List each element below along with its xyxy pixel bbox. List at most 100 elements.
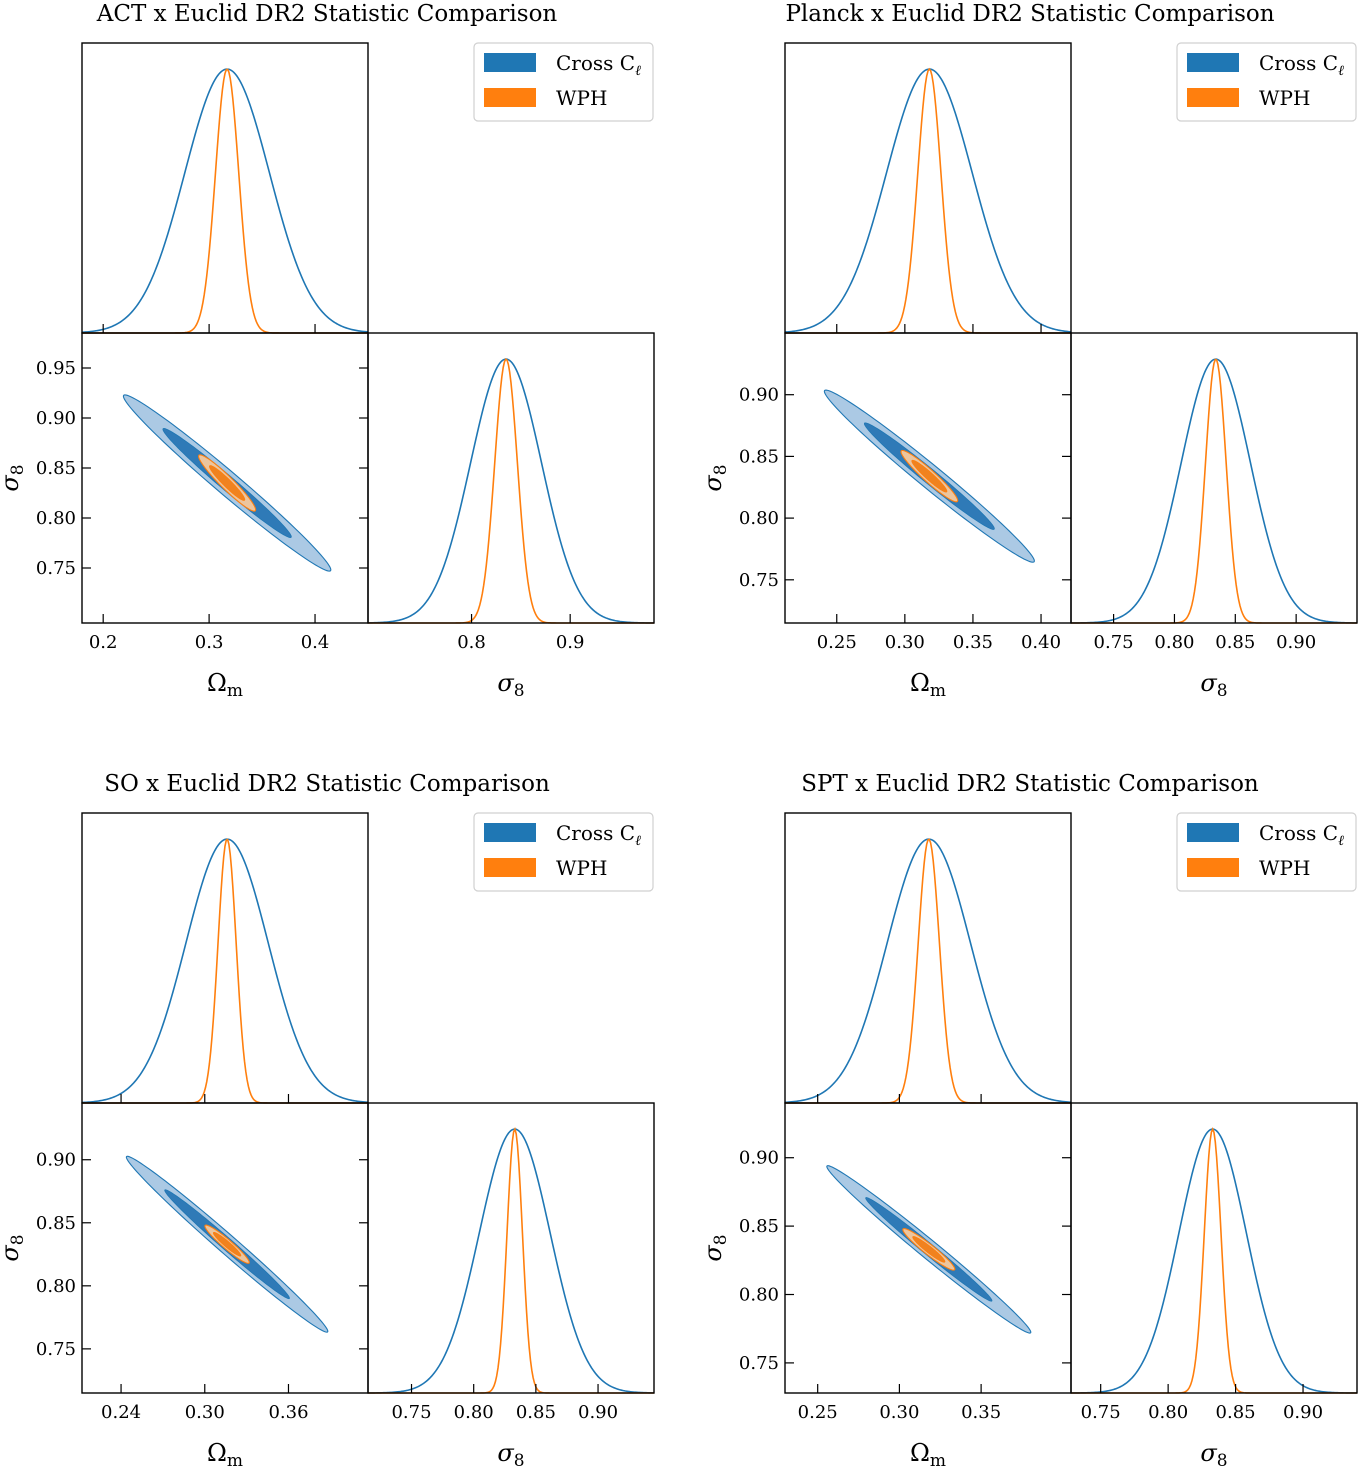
y-tick-label: 0.95 — [36, 358, 76, 379]
sigma8-marginal-frame — [367, 332, 655, 624]
x-tick-label: 0.8 — [457, 632, 486, 653]
omega-m-marginal-frame — [81, 42, 369, 334]
x-tick-label: 0.80 — [1148, 1402, 1188, 1423]
x-axis-label-subscript: 8 — [1217, 1451, 1228, 1468]
y-tick-label: 0.90 — [739, 1148, 779, 1169]
x-axis-label-subscript: 8 — [1217, 681, 1228, 701]
x-tick-label: 0.90 — [1276, 632, 1316, 653]
legend-label-wph: WPH — [1259, 856, 1310, 880]
triangle-plot: SPT x Euclid DR2 Statistic Comparison 0.2… — [699, 771, 1358, 1468]
y-tick-label: 0.90 — [36, 408, 76, 429]
y-axis-label-subscript: 8 — [8, 1234, 28, 1245]
omega-m-marginal-panel — [784, 42, 1072, 334]
legend-label-wph: WPH — [556, 856, 607, 880]
legend: Cross Cℓ WPH — [1176, 812, 1357, 892]
legend: Cross Cℓ WPH — [473, 812, 654, 892]
x-tick-label: 0.75 — [1081, 1402, 1121, 1423]
x-axis-label: Ωm — [207, 1439, 243, 1468]
contour-group — [823, 389, 1035, 563]
x-axis-label-subscript: m — [227, 681, 243, 701]
legend-label-cross-text: Cross C — [556, 51, 635, 75]
cross-cl-omega-marginal-line — [81, 838, 369, 1104]
legend-label-wph: WPH — [1259, 86, 1310, 110]
omega-m-marginal-frame — [784, 42, 1072, 334]
triangle-plot: ACT x Euclid DR2 Statistic Comparison 0.2… — [0, 1, 655, 701]
y-axis-label-symbol: σ — [0, 1245, 24, 1262]
x-tick-label: 0.90 — [1283, 1402, 1323, 1423]
legend-label-cross-subscript: ℓ — [635, 63, 641, 79]
y-tick-label: 0.80 — [36, 508, 76, 529]
x-axis-label-subscript: m — [227, 1451, 243, 1468]
x-axis-label: Ωm — [910, 669, 946, 701]
x-tick-label: 0.80 — [1154, 632, 1194, 653]
x-tick-label: 0.75 — [1094, 632, 1134, 653]
x-tick-label: 0.36 — [268, 1402, 308, 1423]
y-axis-label-symbol: σ — [699, 1245, 727, 1262]
legend-swatch-wph — [484, 88, 536, 107]
y-tick-label: 0.75 — [739, 1353, 779, 1374]
cross-cl-omega-marginal-line — [784, 68, 1072, 333]
x-axis-label-symbol: Ω — [207, 1439, 227, 1467]
wph-sigma8-marginal-line — [1071, 1126, 1357, 1394]
contour-group — [125, 1155, 329, 1333]
x-tick-label: 0.3 — [195, 632, 224, 653]
legend-label-cross-cl: Cross Cℓ — [556, 821, 641, 849]
cross-cl-omega-marginal-line — [81, 68, 369, 334]
legend-label-cross-text: Cross C — [556, 821, 635, 845]
triangle-plot: SO x Euclid DR2 Statistic Comparison 0.24… — [0, 771, 655, 1468]
y-tick-label: 0.80 — [739, 1285, 779, 1306]
omega-m-marginal-panel — [81, 812, 369, 1104]
omega-m-marginal-panel — [81, 42, 369, 334]
contour-group — [826, 1165, 1032, 1334]
x-tick-label: 0.35 — [953, 632, 993, 653]
legend-swatch-cross-cl — [1187, 823, 1239, 842]
y-axis-label: σ8 — [699, 464, 731, 491]
y-tick-label: 0.85 — [36, 458, 76, 479]
cross-cl-sigma8-marginal-line — [367, 358, 655, 624]
x-axis-label: σ8 — [1200, 669, 1227, 701]
legend-label-cross-text: Cross C — [1259, 51, 1338, 75]
x-axis-label-subscript: 8 — [514, 681, 525, 701]
wph-omega-marginal-line — [82, 68, 368, 334]
joint-contour-panel: 0.2 0.3 0.4 0.75 0.80 0.85 0.90 0.95 Ωm σ8 — [0, 332, 369, 701]
sigma8-marginal-panel: 0.75 0.80 0.85 0.90 σ8 — [359, 1102, 655, 1468]
x-axis-label-subscript: m — [930, 1451, 946, 1468]
x-tick-label: 0.30 — [885, 632, 925, 653]
x-axis-label-subscript: 8 — [514, 1451, 525, 1468]
wph-contour-68 — [911, 459, 948, 493]
x-tick-label: 0.85 — [1216, 1402, 1256, 1423]
y-tick-label: 0.90 — [739, 385, 779, 406]
chart-title: SO x Euclid DR2 Statistic Comparison — [104, 771, 550, 797]
x-tick-label: 0.30 — [185, 1402, 225, 1423]
wph-contour-68 — [209, 465, 246, 501]
cross-cl-sigma8-marginal-line — [367, 1128, 655, 1394]
legend-swatch-cross-cl — [484, 823, 536, 842]
sigma8-marginal-frame — [1070, 1102, 1358, 1394]
sigma8-marginal-panel: 0.75 0.80 0.85 0.90 σ8 — [1062, 332, 1358, 701]
y-tick-label: 0.80 — [739, 508, 779, 529]
x-axis-label-symbol: σ — [1200, 1439, 1217, 1467]
legend-swatch-wph — [484, 858, 536, 877]
x-tick-label: 0.9 — [556, 632, 585, 653]
sigma8-marginal-frame — [367, 1102, 655, 1394]
wph-omega-marginal-line — [785, 67, 1071, 334]
x-axis-label: Ωm — [910, 1439, 946, 1468]
wph-sigma8-marginal-line — [368, 357, 654, 624]
sigma8-marginal-panel: 0.75 0.80 0.85 0.90 σ8 — [1062, 1102, 1358, 1468]
y-tick-label: 0.85 — [739, 446, 779, 467]
x-tick-label: 0.25 — [798, 1402, 838, 1423]
x-axis-label-symbol: Ω — [207, 669, 227, 697]
y-axis-label-subscript: 8 — [711, 1234, 731, 1245]
x-tick-label: 0.85 — [516, 1402, 556, 1423]
sigma8-marginal-panel: 0.8 0.9 σ8 — [359, 332, 655, 701]
joint-contour-panel: 0.24 0.30 0.36 0.75 0.80 0.85 0.90 Ωm σ8 — [0, 1102, 369, 1468]
chart-title: ACT x Euclid DR2 Statistic Comparison — [96, 1, 558, 27]
legend: Cross Cℓ WPH — [473, 42, 654, 122]
y-axis-label-symbol: σ — [699, 475, 727, 492]
y-axis-label-symbol: σ — [0, 475, 24, 492]
x-axis-label-symbol: σ — [497, 1439, 514, 1467]
y-tick-label: 0.75 — [36, 1339, 76, 1360]
y-tick-label: 0.85 — [739, 1216, 779, 1237]
legend: Cross Cℓ WPH — [1176, 42, 1357, 122]
